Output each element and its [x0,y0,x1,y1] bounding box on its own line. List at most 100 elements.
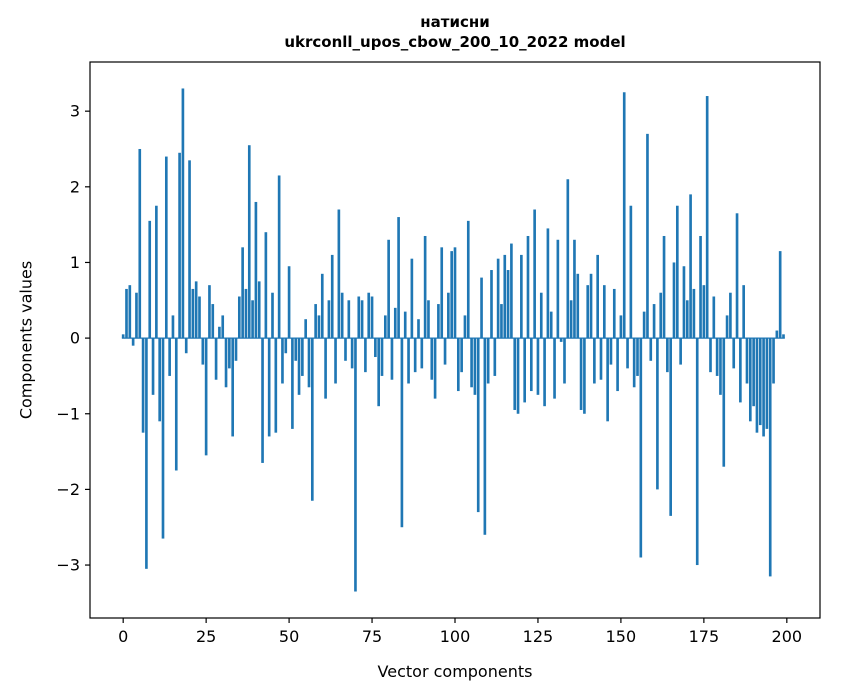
bar [145,338,148,569]
bar [533,209,536,339]
bar [649,338,653,361]
bar [171,315,175,339]
bar [772,338,775,384]
bar [675,205,679,339]
bar [151,338,155,395]
y-tick-label: −3 [56,556,80,575]
bar [420,338,424,369]
bar [264,232,268,339]
bar [715,338,719,376]
bar [181,88,185,339]
bar [722,338,726,467]
bar [347,300,351,339]
bar [274,338,278,433]
bar [287,266,291,339]
bar [586,285,590,339]
bar [191,288,195,339]
bar [194,281,198,339]
bar [782,334,785,339]
bar [433,338,437,399]
bar [539,292,543,339]
bar [652,304,656,339]
bar [748,338,752,422]
bar [310,338,314,501]
bar [447,292,450,339]
bar [334,338,337,384]
bar [513,338,517,410]
bar [158,338,161,422]
x-tick-label: 200 [772,627,803,646]
bar [277,175,281,339]
bar [503,254,507,339]
bar [520,254,523,339]
bar [476,338,480,513]
bar [453,247,457,339]
x-tick-label: 150 [606,627,637,646]
bar [745,338,749,384]
bar [543,338,546,407]
bar [762,338,765,437]
bar [221,315,225,339]
bar [529,338,533,392]
chart-subtitle: ukrconll_upos_cbow_200_10_2022 model [284,33,626,51]
bar [427,300,430,339]
bar [281,338,284,384]
bar [178,152,181,339]
bar [380,338,384,376]
bar [573,239,576,339]
bar [739,338,742,403]
bar [639,338,643,558]
bar [526,235,530,339]
bar [354,338,357,592]
bar [702,285,706,339]
chart-title: натисни [420,13,490,31]
bar [257,281,261,339]
bar [138,148,142,339]
bar [775,330,779,339]
bar [510,243,513,339]
bar [247,145,251,339]
x-tick-label: 50 [279,627,299,646]
bar [672,262,676,339]
bar [695,338,699,566]
bar [566,179,570,339]
bar [778,251,782,339]
bar [662,235,666,339]
bar [218,326,221,339]
bar [294,338,298,361]
x-tick-label: 0 [118,627,128,646]
bar [725,315,729,339]
bar [689,194,692,339]
bar [500,304,503,339]
bar [466,220,470,339]
bar [622,92,626,339]
bar [606,338,609,422]
bar [188,160,191,339]
bar [556,239,560,339]
bar [324,338,327,399]
y-tick-label: 3 [70,102,80,121]
bar [417,319,420,339]
bar [732,338,736,369]
bar [559,338,563,342]
bar [214,338,218,380]
bar [632,338,636,388]
bar [456,338,460,392]
bar [629,205,633,339]
bar [340,292,344,339]
bar [493,338,497,376]
bar [423,235,427,339]
bar [344,338,347,361]
bar [712,296,716,339]
bar [536,338,540,395]
bar [307,338,311,388]
y-tick-label: 2 [70,177,80,196]
x-tick-label: 25 [196,627,216,646]
bar [400,338,404,528]
bar [659,292,663,339]
bar [612,288,616,339]
bar [440,247,444,339]
bar [619,315,623,339]
bar [327,300,331,339]
